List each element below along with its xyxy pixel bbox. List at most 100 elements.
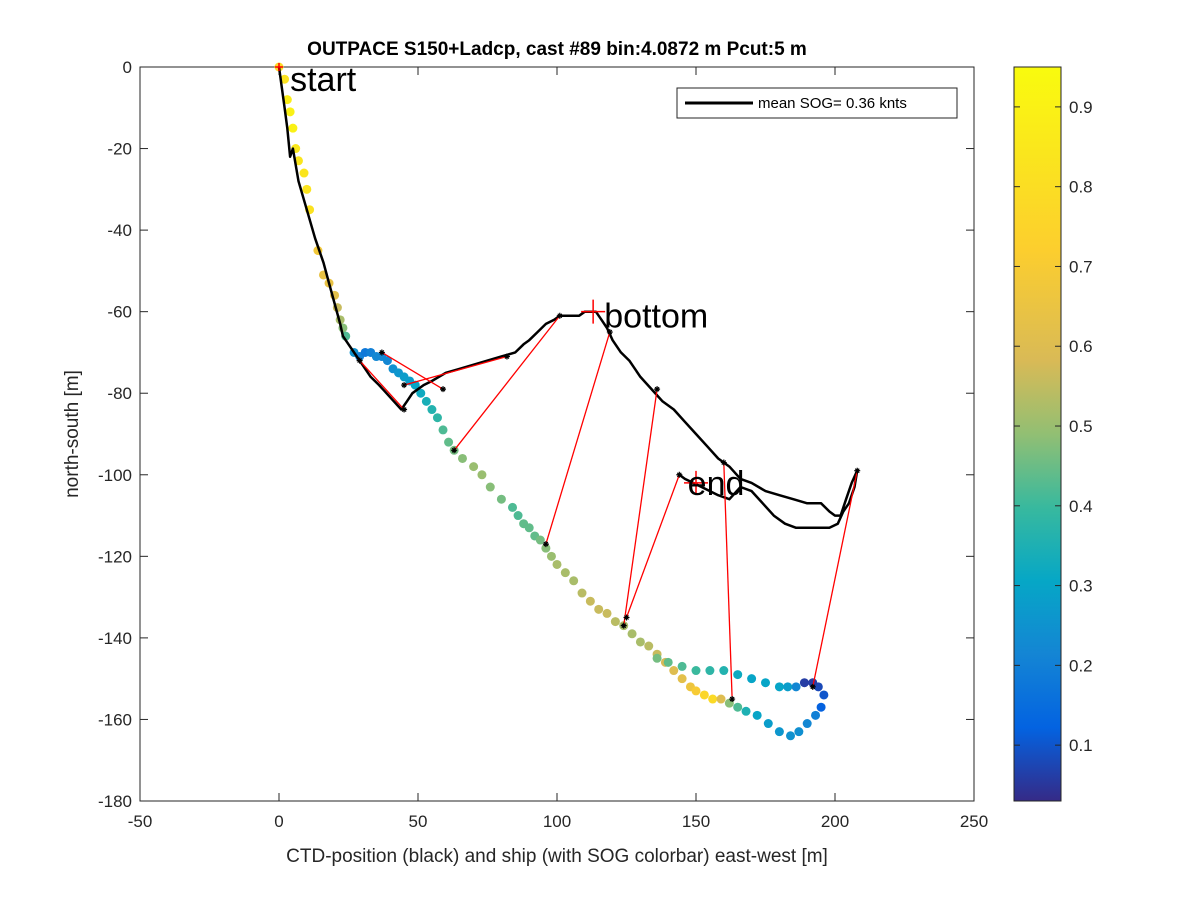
ship-sog-point <box>783 682 793 692</box>
connector-line <box>381 351 444 390</box>
ship-sog-point <box>288 123 298 133</box>
connector-end-marker <box>503 353 510 360</box>
colorbar-tick-label: 0.2 <box>1069 656 1093 675</box>
ship-sog-point <box>602 608 612 618</box>
ship-sog-point <box>524 523 534 533</box>
ship-sog-point <box>669 666 679 676</box>
ship-sog-point <box>485 482 495 492</box>
connector-end-marker <box>542 541 549 548</box>
ship-sog-point <box>635 637 645 647</box>
ship-sog-point <box>457 453 467 463</box>
y-tick-label: -140 <box>98 629 132 648</box>
connector-line <box>723 462 733 700</box>
ship-sog-point <box>794 727 804 737</box>
ship-sog-point <box>513 511 523 521</box>
annotation-end: end <box>688 465 745 503</box>
ship-sog-point <box>741 706 751 716</box>
connector-end-marker <box>401 382 408 389</box>
ship-sog-point <box>663 657 673 667</box>
ship-sog-point <box>691 686 701 696</box>
y-tick-label: -40 <box>107 221 132 240</box>
ship-sog-point <box>816 702 826 712</box>
ship-sog-point <box>719 666 729 676</box>
ship-sog-point <box>508 502 518 512</box>
y-tick-label: -160 <box>98 710 132 729</box>
ship-sog-point <box>752 710 762 720</box>
connector-line <box>359 360 405 410</box>
ship-sog-point <box>382 356 392 366</box>
colorbar-tick-label: 0.6 <box>1069 337 1093 356</box>
connector-end-marker <box>356 357 363 364</box>
ship-sog-point <box>594 604 604 614</box>
ship-sog-point <box>535 535 545 545</box>
x-tick-label: -50 <box>128 812 153 831</box>
ship-sog-point <box>585 596 595 606</box>
plot-layer <box>274 62 861 741</box>
colorbar-tick-label: 0.8 <box>1069 178 1093 197</box>
ship-sog-point <box>708 694 718 704</box>
colorbar-tick-label: 0.3 <box>1069 577 1093 596</box>
ship-sog-point <box>644 641 654 651</box>
ship-sog-point <box>444 437 454 447</box>
ship-sog-point <box>496 494 506 504</box>
y-tick-label: -60 <box>107 303 132 322</box>
ship-sog-point <box>285 107 295 117</box>
ship-sog-point <box>477 470 487 480</box>
ship-sog-point <box>546 551 556 561</box>
ship-sog-point <box>577 588 587 598</box>
annotation-start: start <box>290 61 357 99</box>
x-tick-label: 200 <box>821 812 849 831</box>
ship-sog-point <box>421 396 431 406</box>
x-tick-label: 150 <box>682 812 710 831</box>
ship-sog-point <box>469 462 479 472</box>
ship-sog-point <box>811 710 821 720</box>
connector-end-marker <box>401 406 408 413</box>
plot-area <box>139 66 975 802</box>
ship-sog-point <box>677 674 687 684</box>
connector-end-marker <box>654 386 661 393</box>
annotation-layer: start bottom end <box>290 61 744 503</box>
ship-sog-point <box>302 184 312 194</box>
y-tick-label: -120 <box>98 547 132 566</box>
ship-sog-point <box>799 678 809 688</box>
marker-end <box>684 470 708 495</box>
connector-end-marker <box>729 696 736 703</box>
y-tick-label: -180 <box>98 792 132 811</box>
axis-ticks: -50 0 50 100 150 200 250 -180 -160 -140 -120 -100 -8… <box>98 58 988 831</box>
ship-sog-point <box>733 702 743 712</box>
ship-sog-point <box>416 388 426 398</box>
connector-line <box>403 355 508 386</box>
connector-end-marker <box>854 467 861 474</box>
ship-sog-point <box>438 425 448 435</box>
connector-line <box>812 470 858 687</box>
ship-sog-point <box>705 666 715 676</box>
y-tick-label: -100 <box>98 466 132 485</box>
colorbar-tick-label: 0.1 <box>1069 736 1093 755</box>
connector-end-marker <box>720 459 727 466</box>
ship-sog-point <box>541 543 551 553</box>
ship-sog-point <box>774 682 784 692</box>
ship-sog-point <box>280 74 290 84</box>
colorbar-tick-label: 0.4 <box>1069 497 1093 516</box>
connector-end-marker <box>620 622 627 629</box>
connector-line <box>625 474 680 618</box>
y-axis-label: north-south [m] <box>62 370 83 498</box>
colorbar-tick-label: 0.5 <box>1069 417 1093 436</box>
y-tick-label: -80 <box>107 384 132 403</box>
connector-end-marker <box>378 349 385 356</box>
x-tick-label: 50 <box>409 812 428 831</box>
chart-title: OUTPACE S150+Ladcp, cast #89 bin:4.0872 … <box>307 39 807 60</box>
x-axis-label: CTD-position (black) and ship (with SOG … <box>286 846 828 867</box>
ship-sog-point <box>627 629 637 639</box>
marker-bottom <box>581 299 606 324</box>
ship-sog-point <box>677 661 687 671</box>
ship-sog-point <box>552 559 562 569</box>
x-tick-label: 0 <box>274 812 283 831</box>
colorbar-tick-label: 0.7 <box>1069 257 1093 276</box>
ship-sog-point <box>282 95 292 105</box>
ship-sog-point <box>747 674 757 684</box>
x-tick-label: 250 <box>960 812 988 831</box>
connector-end-marker <box>809 683 816 690</box>
colorbar-tick-label: 0.9 <box>1069 98 1093 117</box>
ship-sog-point <box>733 670 743 680</box>
